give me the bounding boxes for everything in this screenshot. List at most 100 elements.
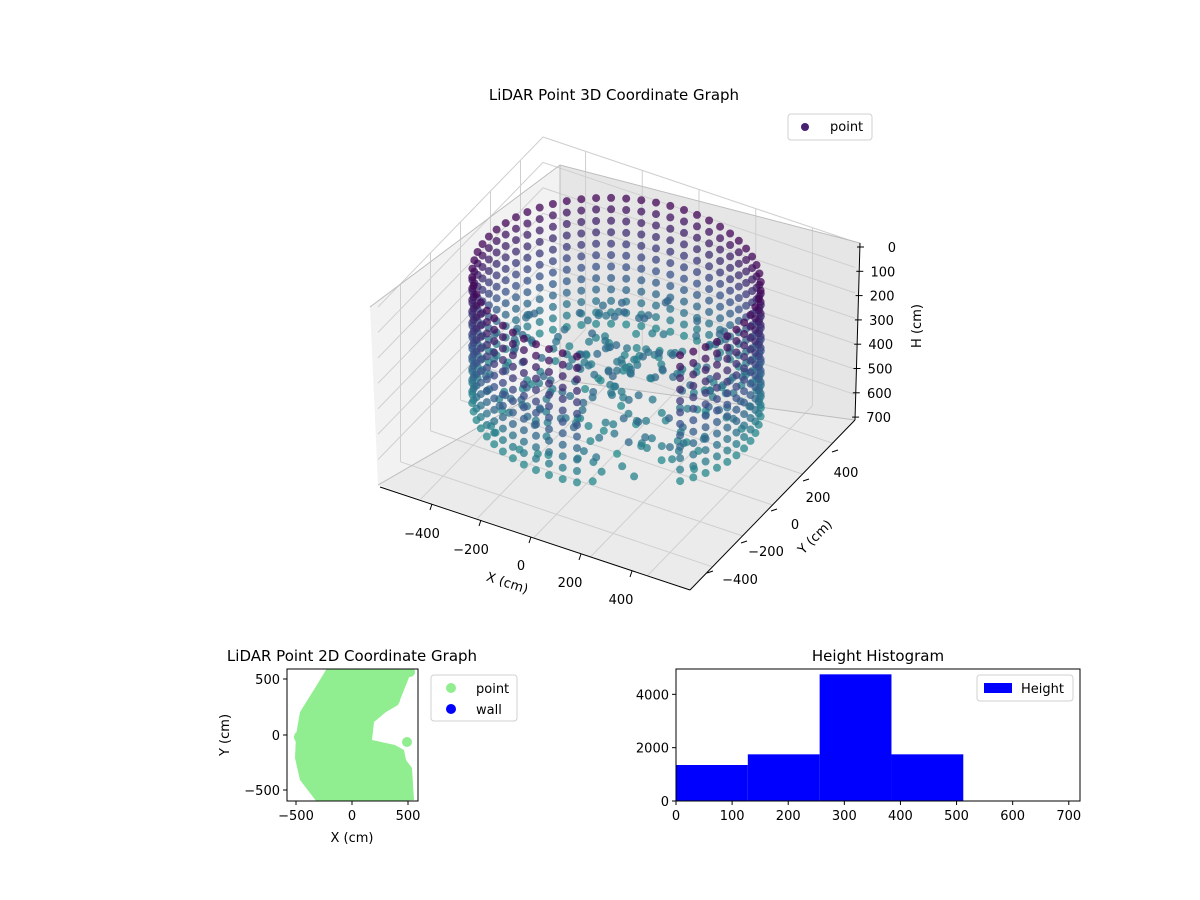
- point-3d: [558, 406, 567, 415]
- y-ticks-2d: 500 0 −500: [244, 673, 287, 799]
- point-3d: [558, 417, 567, 426]
- legend-3d-marker: [801, 123, 809, 131]
- histogram-bar: [891, 754, 964, 801]
- point-3d: [740, 318, 749, 327]
- point-3d: [545, 368, 553, 376]
- point-3d: [492, 271, 501, 280]
- point-3d: [523, 208, 532, 217]
- point-3d: [637, 207, 646, 216]
- point-3d: [498, 367, 507, 376]
- point-3d: [482, 352, 491, 361]
- point-3d: [716, 234, 725, 243]
- point-3d: [592, 194, 601, 203]
- point-3d: [519, 460, 528, 469]
- point-3d: [693, 233, 701, 242]
- point-3d: [598, 301, 607, 310]
- point-3d: [508, 454, 517, 463]
- point-3d: [701, 446, 710, 455]
- histogram-y-tick-label: 0: [661, 795, 669, 810]
- z-tick-label: 400: [868, 338, 893, 353]
- point-3d: [498, 378, 507, 387]
- point-3d: [637, 287, 646, 296]
- histogram-x-tick-label: 300: [832, 809, 857, 824]
- legend-2d-marker-point: [446, 683, 456, 693]
- point-3d: [519, 369, 528, 377]
- point-3d: [523, 299, 532, 308]
- point-3d: [498, 413, 507, 422]
- point-3d: [545, 402, 553, 411]
- point-3d: [622, 240, 631, 249]
- point-3d: [634, 417, 643, 426]
- histogram-y-tick-label: 4000: [636, 688, 669, 703]
- point-3d: [519, 380, 528, 389]
- point-3d: [726, 241, 735, 249]
- point-3d: [652, 255, 660, 264]
- point-3d: [548, 325, 557, 334]
- chart-3d: LiDAR Point 3D Coordinate Graph −400 −20…: [369, 86, 925, 608]
- point-3d: [573, 467, 581, 475]
- point-3d: [676, 374, 685, 383]
- z-axis-line: [854, 242, 861, 421]
- point-3d: [476, 390, 485, 399]
- point-3d: [532, 340, 540, 349]
- point-3d: [573, 455, 581, 464]
- point-3d: [476, 401, 485, 410]
- histogram-x-ticks: 0 100 200 300 400 500 600 700: [672, 801, 1081, 824]
- point-3d: [492, 294, 501, 303]
- point-3d: [665, 443, 674, 452]
- point-3d: [713, 429, 721, 438]
- point-3d: [622, 263, 631, 272]
- point-3d: [740, 352, 749, 361]
- point-3d: [624, 438, 633, 447]
- point-3d: [705, 262, 714, 271]
- point-3d: [742, 278, 751, 287]
- point-3d: [539, 372, 548, 381]
- point-3d: [512, 213, 520, 222]
- point-3d: [490, 337, 499, 346]
- histogram-bar: [676, 765, 748, 801]
- point-3d: [476, 378, 485, 387]
- point-3d: [732, 325, 741, 334]
- point-3d: [610, 312, 619, 321]
- point-3d: [558, 383, 567, 392]
- point-3d: [680, 263, 688, 272]
- point-3d: [647, 434, 656, 443]
- x-tick-label-2d: 500: [396, 809, 421, 824]
- point-3d: [723, 423, 732, 432]
- point-3d: [508, 351, 517, 360]
- point-3d: [676, 362, 685, 371]
- point-3d: [692, 332, 701, 341]
- point-3d: [632, 344, 641, 352]
- legend-3d-label: point: [830, 120, 863, 135]
- point-3d: [472, 290, 481, 299]
- point-3d: [573, 478, 581, 487]
- point-3d: [740, 421, 749, 430]
- point-3d: [740, 410, 749, 419]
- point-3d: [476, 332, 485, 341]
- point-3d: [508, 339, 517, 348]
- point-3d: [689, 359, 698, 367]
- point-3d: [676, 442, 685, 451]
- point-2d: [405, 669, 415, 677]
- point-3d: [562, 254, 571, 263]
- point-3d: [562, 311, 571, 320]
- point-3d: [558, 463, 567, 472]
- point-3d: [716, 268, 725, 277]
- point-3d: [519, 414, 528, 423]
- point-3d: [689, 473, 698, 482]
- point-3d: [492, 282, 501, 291]
- z-tick-label: 200: [870, 290, 895, 305]
- point-3d: [658, 365, 667, 374]
- y-tick-label: −400: [722, 573, 758, 588]
- point-3d: [562, 300, 571, 309]
- point-3d: [732, 348, 741, 357]
- point-3d: [535, 272, 544, 281]
- x-axis-label-3d: X (cm): [484, 570, 530, 598]
- point-3d: [592, 453, 601, 462]
- point-3d: [701, 366, 710, 374]
- point-3d: [482, 363, 491, 372]
- point-3d: [705, 273, 714, 282]
- point-3d: [666, 282, 675, 290]
- point-3d: [585, 337, 593, 346]
